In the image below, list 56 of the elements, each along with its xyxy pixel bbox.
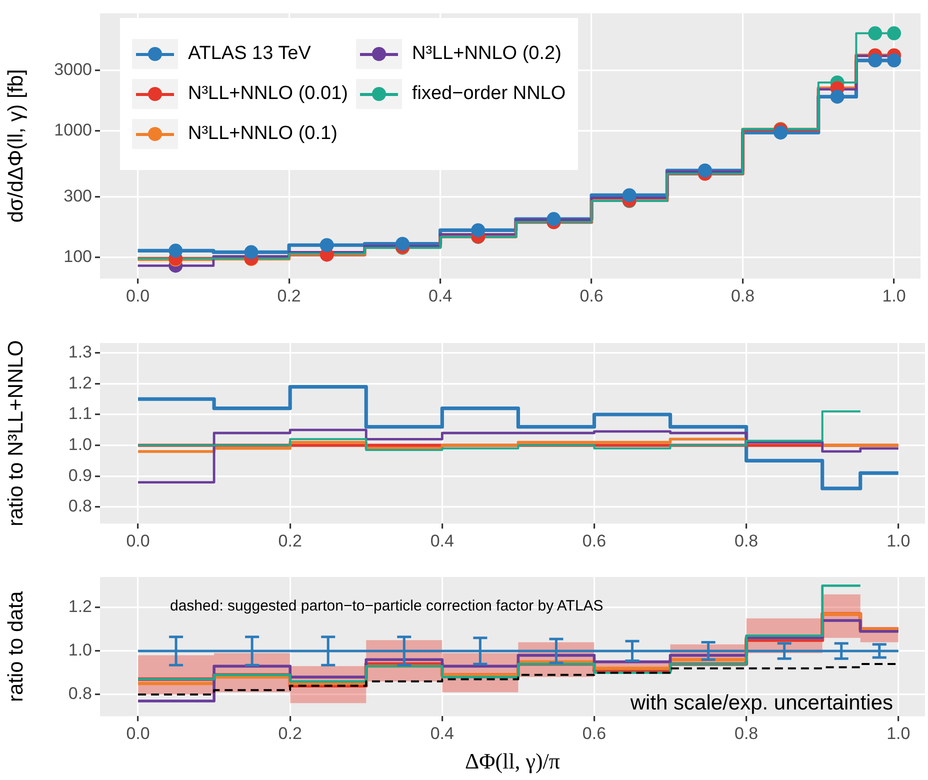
y-tick-label: 100: [64, 247, 92, 266]
y-tick-label: 1.2: [68, 597, 92, 616]
y-tick-label: 300: [64, 186, 92, 206]
annotation: dashed: suggested parton−to−particle correction factor by ATLAS: [170, 598, 604, 615]
x-tick-label: 1.0: [882, 286, 906, 306]
point: [698, 163, 712, 178]
point: [622, 188, 636, 202]
x-tick-label: 0.0: [126, 531, 150, 550]
x-tick-label: 0.8: [730, 286, 755, 306]
x-tick-label: 0.8: [734, 724, 758, 744]
y-tick-label: 1.1: [68, 404, 92, 424]
x-axis-title: ΔΦ(ll, γ)/π: [464, 748, 560, 774]
y-tick-label: 1.0: [68, 435, 92, 454]
point: [244, 245, 258, 260]
x-tick-label: 0.6: [582, 724, 606, 744]
x-tick-label: 1.0: [886, 531, 910, 550]
point: [830, 90, 844, 104]
point: [774, 126, 788, 140]
legend-label: N³LL+NNLO (0.1): [188, 123, 338, 145]
point: [546, 212, 561, 226]
legend-label: N³LL+NNLO (0.2): [412, 43, 562, 65]
y-tick-label: 1.2: [68, 373, 92, 392]
y-tick-label: 0.9: [68, 466, 92, 485]
y-tick-label: 1.0: [68, 640, 92, 660]
x-tick-label: 0.4: [430, 724, 454, 744]
y-tick-label: 1000: [54, 120, 92, 140]
legend-label: N³LL+NNLO (0.01): [188, 83, 348, 105]
x-tick-label: 0.4: [428, 286, 452, 306]
y-tick-label: 0.8: [68, 496, 92, 516]
x-tick-label: 0.8: [734, 531, 758, 550]
point: [320, 238, 334, 252]
x-tick-label: 0.2: [278, 531, 302, 550]
x-tick-label: 0.2: [278, 724, 302, 744]
point: [168, 244, 183, 258]
x-tick-label: 0.0: [126, 286, 150, 306]
x-tick-label: 0.0: [126, 724, 150, 744]
y-axis-title: ratio to data: [4, 590, 28, 702]
point: [395, 236, 410, 251]
point: [868, 53, 882, 68]
point: [887, 53, 902, 68]
y-tick-label: 1.3: [68, 342, 92, 362]
x-tick-label: 0.6: [580, 286, 604, 306]
y-tick-label: 3000: [54, 60, 92, 80]
x-tick-label: 1.0: [886, 724, 910, 744]
legend-label: fixed−order NNLO: [412, 83, 566, 105]
point: [471, 223, 486, 238]
annotation: with scale/exp. uncertainties: [629, 691, 893, 714]
x-tick-label: 0.4: [430, 531, 454, 550]
y-tick-label: 0.8: [68, 684, 92, 704]
x-tick-label: 0.6: [582, 531, 606, 550]
x-tick-label: 0.2: [277, 286, 301, 306]
legend-label: ATLAS 13 TeV: [188, 43, 311, 65]
point: [868, 26, 882, 40]
point: [887, 26, 902, 40]
y-axis-title: ratio to N³LL+NNLO: [4, 340, 28, 526]
y-axis-title: dσ/dΔΦ(ll, γ) [fb]: [4, 69, 28, 223]
